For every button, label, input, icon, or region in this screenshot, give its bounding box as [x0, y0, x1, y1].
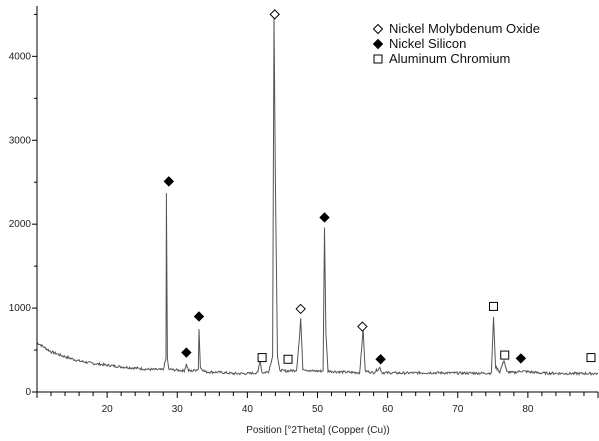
nickel-silicon-marker — [319, 212, 330, 223]
aluminum-chromium-marker — [586, 353, 596, 363]
nickel-molybdenum-oxide-marker — [269, 9, 280, 20]
nickel-molybdenum-oxide-marker — [295, 303, 306, 315]
x-tick-label: 60 — [382, 404, 394, 415]
nickel-silicon-marker — [375, 354, 386, 365]
x-tick-label: 70 — [452, 404, 464, 415]
y-tick-label: 3000 — [9, 135, 32, 146]
x-tick-label: 80 — [522, 404, 534, 415]
legend-label: Nickel Molybdenum Oxide — [389, 21, 540, 36]
legend-label: Aluminum Chromium — [389, 51, 510, 66]
nickel-silicon-marker — [515, 353, 527, 364]
aluminum-chromium-marker — [489, 301, 499, 311]
legend-symbol — [373, 54, 383, 64]
legend-symbol — [372, 23, 384, 35]
x-tick-label: 40 — [242, 404, 254, 415]
legend-symbol — [372, 38, 384, 50]
x-tick-label: 50 — [312, 404, 324, 415]
y-tick-label: 2000 — [9, 219, 32, 230]
y-tick-label: 1000 — [9, 303, 32, 314]
x-tick-label: 30 — [172, 404, 184, 415]
x-tick-label: 20 — [102, 404, 114, 415]
nickel-silicon-marker — [181, 347, 192, 358]
x-axis-title: Position [°2Theta] (Copper (Cu)) — [246, 425, 390, 436]
xrd-trace — [36, 16, 599, 376]
nickel-silicon-marker — [163, 176, 175, 187]
plot-area: 20 30 40 50 60 70 80 0 1000 2000 3000 4000 — [9, 6, 599, 415]
aluminum-chromium-marker — [500, 350, 510, 360]
y-tick-label: 4000 — [9, 51, 32, 62]
aluminum-chromium-marker — [283, 354, 293, 364]
aluminum-chromium-marker — [257, 353, 267, 363]
y-tick-label: 0 — [25, 387, 31, 398]
nickel-molybdenum-oxide-marker — [357, 321, 368, 332]
nickel-silicon-marker — [193, 311, 205, 322]
legend-label: Nickel Silicon — [389, 36, 466, 51]
